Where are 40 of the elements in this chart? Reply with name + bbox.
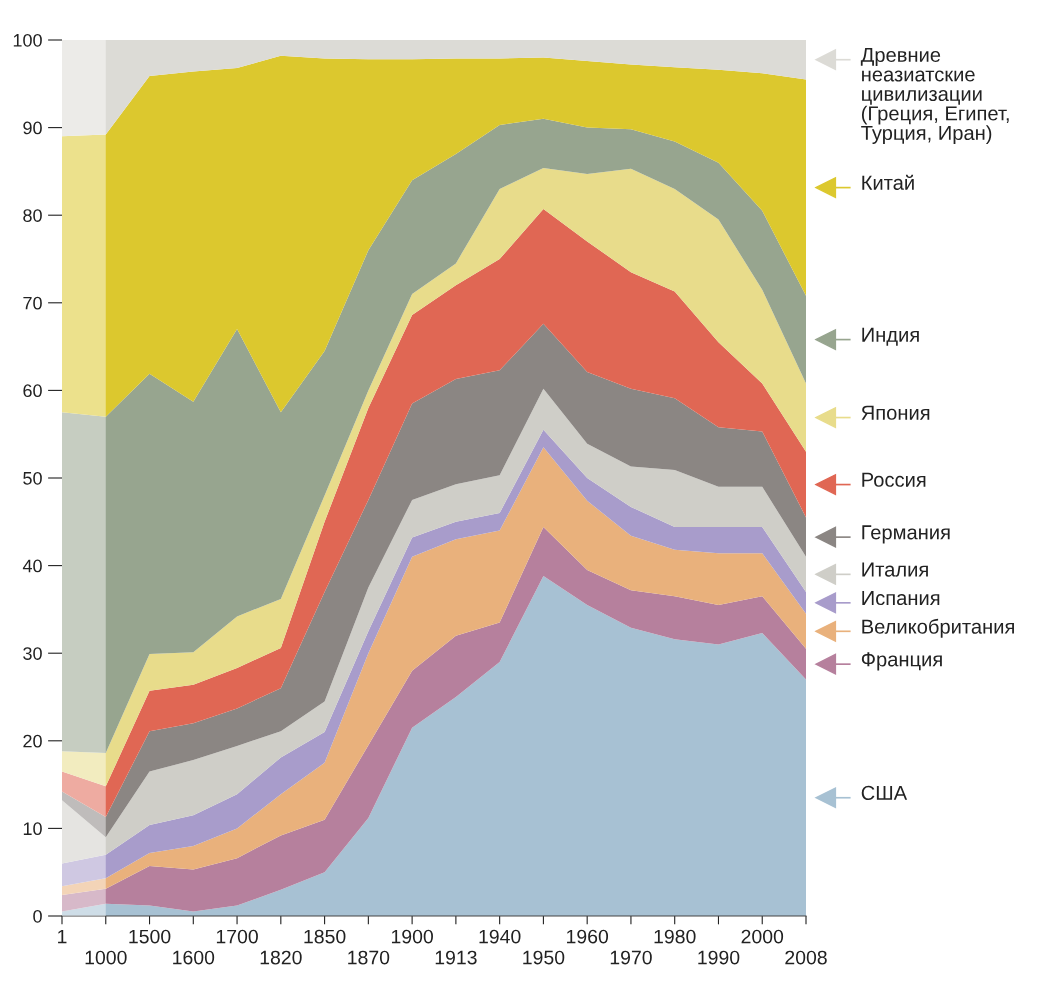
legend-label: Древние неазиатские цивилизации (Греция, Египет, Турция, Иран) — [860, 47, 1009, 144]
x-tick-label: 1820 — [260, 950, 302, 965]
x-tick-label: 1980 — [654, 929, 696, 944]
x-tick-label: 1990 — [698, 950, 740, 965]
y-tick-label: 90 — [23, 121, 42, 135]
x-tick-label: 1913 — [435, 950, 477, 965]
x-tick-label: 1950 — [523, 950, 565, 965]
x-tick-label: 1970 — [610, 950, 652, 965]
x-tick-label: 1940 — [479, 929, 521, 944]
legend-label: Великобритания — [862, 618, 1014, 638]
x-tick-label: 1500 — [129, 929, 171, 944]
legend-label: Россия — [862, 472, 926, 487]
legend-label: Индия — [862, 327, 919, 346]
x-tick-label: 1850 — [304, 929, 346, 944]
x-tick-label: 2008 — [785, 950, 827, 965]
x-tick-label: 1000 — [85, 950, 127, 965]
legend-label: Китай — [862, 174, 914, 190]
legend-label: Испания — [862, 591, 940, 606]
y-tick-label: 50 — [23, 471, 42, 485]
y-tick-label: 70 — [23, 296, 42, 310]
y-tick-label: 80 — [23, 209, 42, 222]
y-tick-label: 0 — [33, 909, 42, 923]
legend-label: Италия — [862, 562, 928, 577]
legend-label: Япония — [861, 405, 930, 420]
y-tick-label: 100 — [13, 33, 42, 47]
y-tick-label: 10 — [23, 822, 42, 836]
x-tick-label: 2000 — [741, 929, 784, 944]
x-tick-label: 1700 — [216, 929, 258, 944]
legend-label: Германия — [862, 525, 950, 544]
x-tick-label: 1 — [58, 929, 67, 944]
legend-label: Франция — [861, 652, 942, 671]
y-tick-label: 20 — [23, 734, 42, 748]
x-tick-label: 1600 — [173, 950, 215, 965]
y-tick-label: 40 — [22, 559, 42, 573]
y-tick-label: 30 — [23, 647, 42, 660]
y-tick-label: 60 — [23, 384, 42, 398]
x-tick-label: 1900 — [391, 929, 433, 944]
legend-label: США — [861, 785, 908, 801]
x-tick-label: 1870 — [348, 950, 390, 965]
x-tick-label: 1960 — [567, 929, 609, 944]
